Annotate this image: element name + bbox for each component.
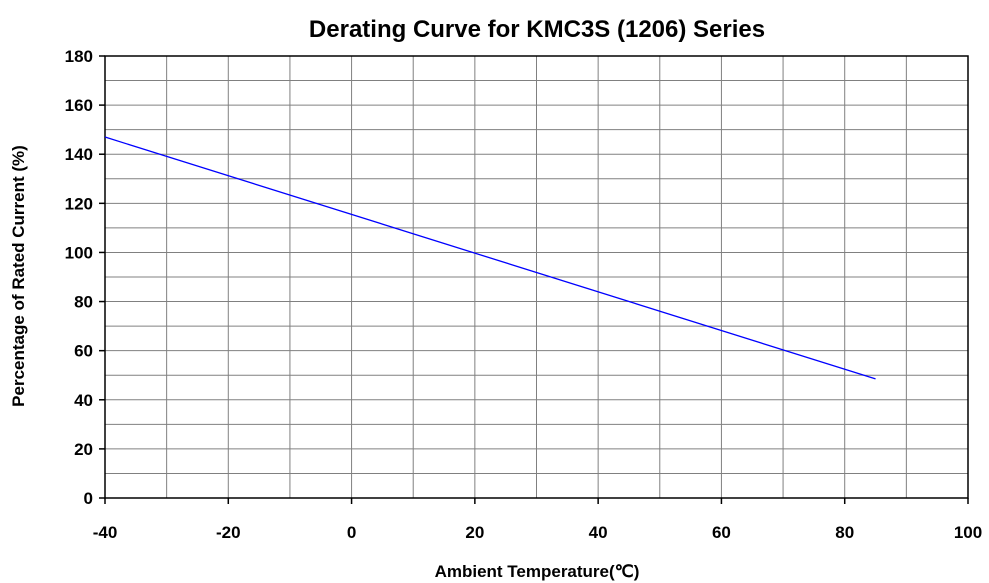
y-tick-label: 160 <box>65 96 93 115</box>
plot-frame <box>104 55 969 499</box>
x-tick-label: 0 <box>347 523 356 542</box>
x-tick-label: -20 <box>216 523 241 542</box>
series-group <box>104 136 876 380</box>
x-tick-label: 40 <box>589 523 608 542</box>
y-tick-label: 20 <box>74 440 93 459</box>
grid-lines <box>105 56 968 498</box>
y-tick-label: 60 <box>74 342 93 361</box>
y-tick-label: 140 <box>65 145 93 164</box>
y-tick-label: 80 <box>74 293 93 312</box>
x-tick-label: 60 <box>712 523 731 542</box>
y-tick-label: 180 <box>65 47 93 66</box>
y-tick-label: 120 <box>65 194 93 213</box>
y-tick-label: 0 <box>84 489 93 508</box>
x-axis-ticks: -40 -20 0 20 40 60 80 100 <box>93 498 982 542</box>
y-axis-label: Percentage of Rated Current (%) <box>9 145 28 407</box>
x-tick-label: 20 <box>465 523 484 542</box>
x-axis-label: Ambient Temperature(℃) <box>435 562 640 581</box>
y-tick-label: 40 <box>74 391 93 410</box>
x-tick-label: 80 <box>835 523 854 542</box>
x-tick-label: -40 <box>93 523 118 542</box>
y-tick-label: 100 <box>65 243 93 262</box>
y-axis-ticks: 0 20 40 60 80 100 120 140 160 180 <box>65 47 105 508</box>
x-tick-label: 100 <box>954 523 982 542</box>
series-line-derating <box>104 136 876 380</box>
chart-title: Derating Curve for KMC3S (1206) Series <box>309 16 765 43</box>
